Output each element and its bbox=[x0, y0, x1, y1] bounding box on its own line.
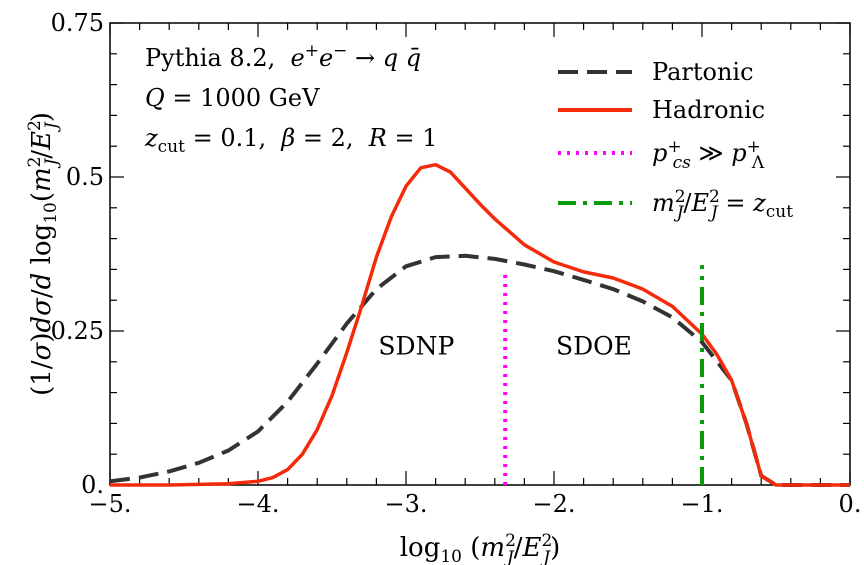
y-axis-label: (1/σ)dσ/d log10(m2J/E2J) bbox=[25, 112, 62, 396]
x-axis-label: log10 (m2 J/E2 J) bbox=[400, 531, 561, 565]
x-tick-label: −1. bbox=[680, 490, 723, 518]
legend-label-zcut: m2 J/E2 J = zcut bbox=[652, 187, 793, 223]
y-tick-label: 0.25 bbox=[51, 317, 104, 345]
x-tick-label: −4. bbox=[236, 490, 279, 518]
region-label-sdoe: SDOE bbox=[556, 331, 632, 360]
legend-label-hadronic: Hadronic bbox=[652, 96, 765, 124]
info-line-3: zcut = 0.1, β = 2, R = 1 bbox=[144, 124, 438, 157]
y-tick-label: 0.75 bbox=[51, 9, 104, 37]
x-tick-label: −5. bbox=[88, 490, 131, 518]
series-layer bbox=[109, 162, 850, 487]
x-tick-label: −2. bbox=[532, 490, 575, 518]
y-tick-label: 0.5 bbox=[66, 163, 104, 191]
x-tick-label: −3. bbox=[384, 490, 427, 518]
info-line-1: Pythia 8.2, e+e− → q q̄ bbox=[145, 41, 421, 72]
y-tick-label: 0. bbox=[81, 471, 104, 499]
legend: Partonic Hadronic p+ cs ≫ p+ Λ m2 J/E2 J = z… bbox=[558, 58, 793, 223]
x-tick-label: 0. bbox=[839, 490, 862, 518]
axis-ticks bbox=[109, 22, 851, 486]
tick-labels: −5. −4. −3. −2. −1. 0. 0. 0.25 0.5 0.75 bbox=[51, 9, 862, 518]
legend-label-partonic: Partonic bbox=[652, 58, 754, 86]
plot-frame bbox=[109, 22, 851, 486]
series-line-1 bbox=[109, 253, 850, 487]
region-label-sdnp: SDNP bbox=[378, 331, 454, 360]
series-line-2 bbox=[110, 162, 850, 487]
info-line-2: Q = 1000 GeV bbox=[145, 84, 320, 112]
legend-label-csoft: p+ cs ≫ p+ Λ bbox=[652, 137, 765, 173]
